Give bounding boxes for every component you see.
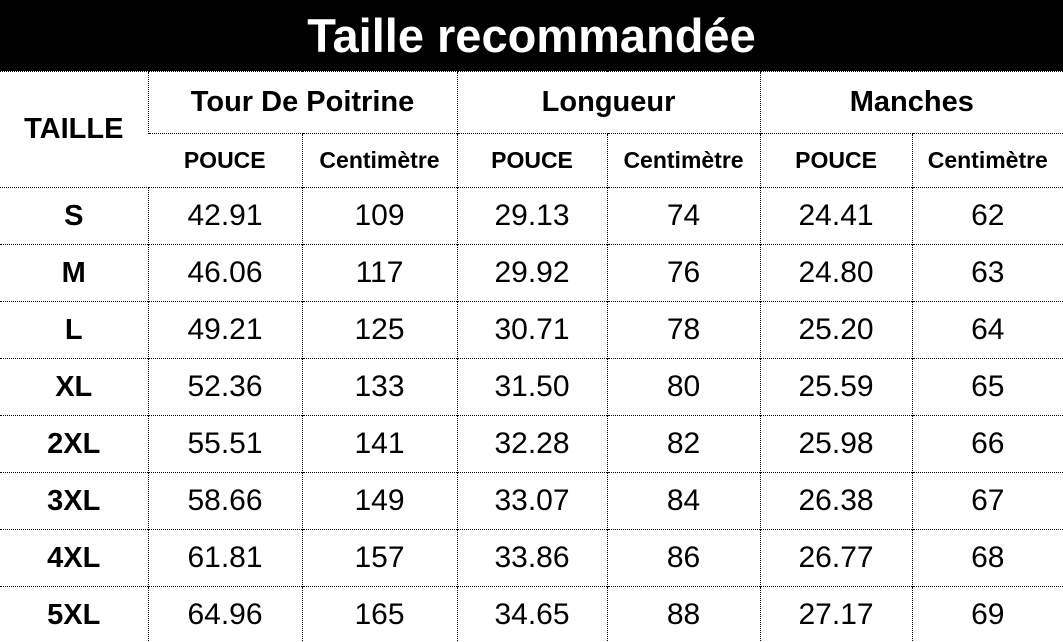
value-cell: 26.38 bbox=[759, 472, 913, 530]
group-header-manches: Manches bbox=[759, 71, 1063, 134]
value-cell: 58.66 bbox=[147, 472, 302, 530]
table-row: M 46.06 117 29.92 76 24.80 63 bbox=[0, 244, 1063, 302]
sub-header-pouce: POUCE bbox=[759, 133, 913, 188]
value-cell: 84 bbox=[606, 472, 761, 530]
value-cell: 86 bbox=[606, 529, 761, 587]
size-table: TAILLE Tour De Poitrine Longueur Manches… bbox=[0, 71, 1063, 642]
value-cell: 133 bbox=[301, 358, 458, 416]
value-cell: 88 bbox=[606, 586, 761, 642]
group-header-tour-de-poitrine: Tour De Poitrine bbox=[147, 71, 458, 134]
size-label: M bbox=[0, 244, 148, 302]
value-cell: 32.28 bbox=[456, 415, 608, 473]
value-cell: 63 bbox=[911, 244, 1063, 302]
table-row: S 42.91 109 29.13 74 24.41 62 bbox=[0, 187, 1063, 245]
value-cell: 26.77 bbox=[759, 529, 913, 587]
value-cell: 69 bbox=[911, 586, 1063, 642]
value-cell: 117 bbox=[301, 244, 458, 302]
value-cell: 141 bbox=[301, 415, 458, 473]
value-cell: 125 bbox=[301, 301, 458, 359]
value-cell: 109 bbox=[301, 187, 458, 245]
value-cell: 82 bbox=[606, 415, 761, 473]
table-row: XL 52.36 133 31.50 80 25.59 65 bbox=[0, 358, 1063, 416]
size-label: S bbox=[0, 187, 148, 245]
value-cell: 46.06 bbox=[147, 244, 302, 302]
value-cell: 52.36 bbox=[147, 358, 302, 416]
value-cell: 78 bbox=[606, 301, 761, 359]
size-label: 2XL bbox=[0, 415, 148, 473]
table-row: L 49.21 125 30.71 78 25.20 64 bbox=[0, 301, 1063, 359]
table-row: 4XL 61.81 157 33.86 86 26.77 68 bbox=[0, 529, 1063, 587]
value-cell: 29.13 bbox=[456, 187, 608, 245]
sub-header-centimetre: Centimètre bbox=[911, 133, 1063, 188]
value-cell: 67 bbox=[911, 472, 1063, 530]
value-cell: 25.59 bbox=[759, 358, 913, 416]
value-cell: 62 bbox=[911, 187, 1063, 245]
sub-header-pouce: POUCE bbox=[456, 133, 608, 188]
value-cell: 27.17 bbox=[759, 586, 913, 642]
size-label: 5XL bbox=[0, 586, 148, 642]
table-row: 3XL 58.66 149 33.07 84 26.38 67 bbox=[0, 472, 1063, 530]
value-cell: 33.07 bbox=[456, 472, 608, 530]
value-cell: 34.65 bbox=[456, 586, 608, 642]
value-cell: 65 bbox=[911, 358, 1063, 416]
value-cell: 29.92 bbox=[456, 244, 608, 302]
value-cell: 55.51 bbox=[147, 415, 302, 473]
value-cell: 64.96 bbox=[147, 586, 302, 642]
size-label: XL bbox=[0, 358, 148, 416]
sub-header-centimetre: Centimètre bbox=[606, 133, 761, 188]
corner-header-taille: TAILLE bbox=[0, 71, 148, 188]
value-cell: 25.20 bbox=[759, 301, 913, 359]
size-label: 3XL bbox=[0, 472, 148, 530]
value-cell: 157 bbox=[301, 529, 458, 587]
table-row: 5XL 64.96 165 34.65 88 27.17 69 bbox=[0, 586, 1063, 642]
value-cell: 33.86 bbox=[456, 529, 608, 587]
page-title: Taille recommandée bbox=[0, 0, 1063, 71]
value-cell: 61.81 bbox=[147, 529, 302, 587]
sub-header-pouce: POUCE bbox=[148, 133, 302, 188]
value-cell: 149 bbox=[301, 472, 458, 530]
value-cell: 76 bbox=[606, 244, 761, 302]
value-cell: 64 bbox=[911, 301, 1063, 359]
value-cell: 49.21 bbox=[147, 301, 302, 359]
table-row: 2XL 55.51 141 32.28 82 25.98 66 bbox=[0, 415, 1063, 473]
value-cell: 165 bbox=[301, 586, 458, 642]
value-cell: 68 bbox=[911, 529, 1063, 587]
size-label: L bbox=[0, 301, 148, 359]
value-cell: 66 bbox=[911, 415, 1063, 473]
group-header-longueur: Longueur bbox=[456, 71, 761, 134]
value-cell: 24.41 bbox=[759, 187, 913, 245]
value-cell: 74 bbox=[606, 187, 761, 245]
value-cell: 24.80 bbox=[759, 244, 913, 302]
size-label: 4XL bbox=[0, 529, 148, 587]
sub-header-centimetre: Centimètre bbox=[301, 133, 458, 188]
value-cell: 30.71 bbox=[456, 301, 608, 359]
value-cell: 42.91 bbox=[147, 187, 302, 245]
value-cell: 25.98 bbox=[759, 415, 913, 473]
value-cell: 80 bbox=[606, 358, 761, 416]
value-cell: 31.50 bbox=[456, 358, 608, 416]
